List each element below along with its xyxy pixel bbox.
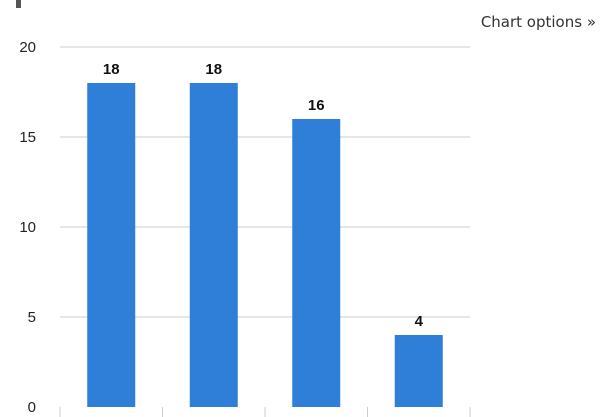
y-axis-ticks: 0 5 10 15 20 <box>19 39 36 416</box>
bar[interactable] <box>394 335 443 407</box>
y-tick-label: 5 <box>28 309 36 326</box>
chart-options-link[interactable]: Chart options » <box>480 13 596 31</box>
y-tick-label: 10 <box>19 219 36 236</box>
bar[interactable] <box>189 83 238 407</box>
labels-layer: 18 18 16 4 <box>103 61 424 330</box>
data-label: 16 <box>308 97 325 114</box>
data-label: 18 <box>205 61 222 78</box>
y-tick-label: 15 <box>19 129 36 146</box>
y-tick-label: 20 <box>19 39 36 56</box>
bar[interactable] <box>87 83 136 407</box>
data-label: 4 <box>415 313 424 330</box>
bar[interactable] <box>292 119 341 407</box>
bars-layer <box>87 83 443 407</box>
y-tick-label: 0 <box>28 399 36 416</box>
title-fragment <box>16 0 21 8</box>
data-label: 18 <box>103 61 120 78</box>
